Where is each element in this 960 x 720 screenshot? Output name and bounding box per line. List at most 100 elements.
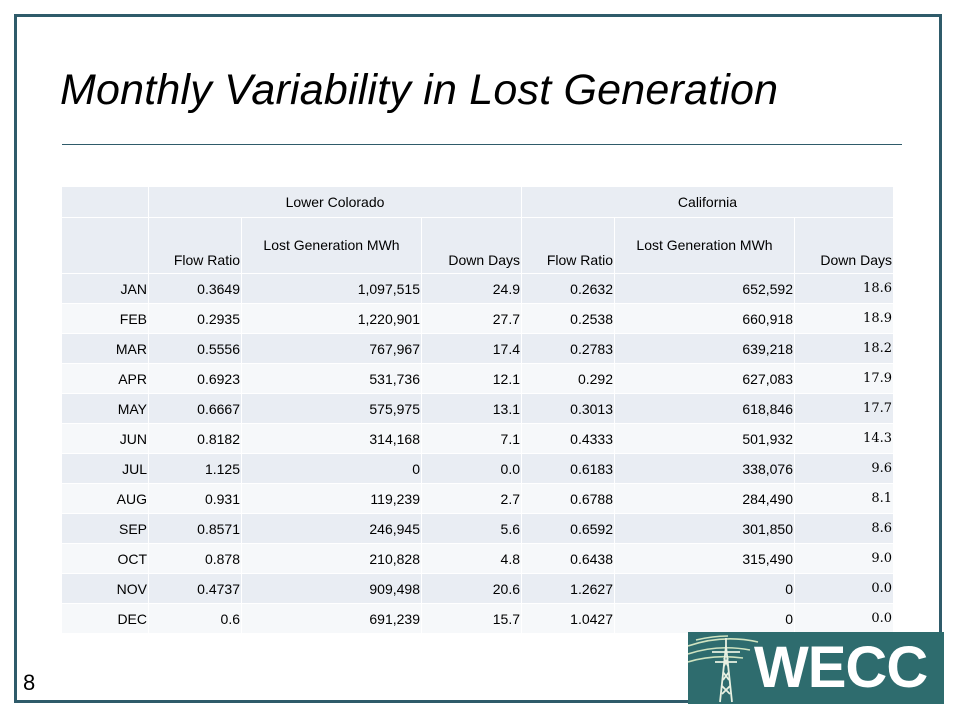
column-header-down-days: Down Days bbox=[794, 217, 894, 274]
cell-ca-lost-generation: 315,490 bbox=[614, 543, 795, 574]
corner-cell bbox=[61, 186, 149, 218]
column-header-down-days: Down Days bbox=[421, 217, 522, 274]
slide-title: Monthly Variability in Lost Generation bbox=[60, 66, 779, 114]
cell-ca-flow-ratio: 0.6788 bbox=[521, 483, 615, 514]
cell-lc-down-days: 4.8 bbox=[421, 543, 522, 574]
transmission-tower-icon bbox=[688, 635, 759, 703]
cell-lc-down-days: 24.9 bbox=[421, 273, 522, 304]
cell-ca-flow-ratio: 0.2632 bbox=[521, 273, 615, 304]
cell-lc-down-days: 2.7 bbox=[421, 483, 522, 514]
cell-lc-flow-ratio: 1.125 bbox=[148, 453, 242, 484]
cell-lc-lost-generation: 767,967 bbox=[241, 333, 422, 364]
cell-lc-down-days: 20.6 bbox=[421, 573, 522, 604]
cell-lc-lost-generation: 1,220,901 bbox=[241, 303, 422, 334]
cell-ca-lost-generation: 501,932 bbox=[614, 423, 795, 454]
cell-ca-lost-generation: 618,846 bbox=[614, 393, 795, 424]
table-body: JAN 0.3649 1,097,515 24.9 0.2632 652,592 18.6 F… bbox=[61, 273, 894, 634]
cell-ca-down-days: 0.0 bbox=[794, 573, 894, 604]
cell-lc-flow-ratio: 0.5556 bbox=[148, 333, 242, 364]
cell-month: NOV bbox=[61, 573, 149, 604]
cell-lc-down-days: 15.7 bbox=[421, 603, 522, 634]
cell-ca-down-days: 14.3 bbox=[794, 423, 894, 454]
cell-lc-lost-generation: 210,828 bbox=[241, 543, 422, 574]
cell-lc-down-days: 12.1 bbox=[421, 363, 522, 394]
cell-lc-lost-generation: 119,239 bbox=[241, 483, 422, 514]
cell-ca-down-days: 0.0 bbox=[794, 603, 894, 634]
cell-ca-down-days: 8.1 bbox=[794, 483, 894, 514]
cell-ca-lost-generation: 639,218 bbox=[614, 333, 795, 364]
cell-lc-lost-generation: 314,168 bbox=[241, 423, 422, 454]
column-header-lost-generation: Lost Generation MWh bbox=[241, 217, 422, 274]
cell-lc-flow-ratio: 0.878 bbox=[148, 543, 242, 574]
cell-month: OCT bbox=[61, 543, 149, 574]
cell-ca-lost-generation: 660,918 bbox=[614, 303, 795, 334]
cell-month: AUG bbox=[61, 483, 149, 514]
cell-month: JUL bbox=[61, 453, 149, 484]
table-row: OCT 0.878 210,828 4.8 0.6438 315,490 9.0 bbox=[61, 543, 894, 574]
lost-generation-table: Lower Colorado California Flow Ratio Los… bbox=[61, 186, 894, 634]
cell-ca-flow-ratio: 1.2627 bbox=[521, 573, 615, 604]
cell-month: MAY bbox=[61, 393, 149, 424]
cell-lc-down-days: 5.6 bbox=[421, 513, 522, 544]
page-number: 8 bbox=[23, 670, 36, 695]
cell-ca-down-days: 18.2 bbox=[794, 333, 894, 364]
cell-ca-flow-ratio: 0.3013 bbox=[521, 393, 615, 424]
cell-ca-flow-ratio: 0.6592 bbox=[521, 513, 615, 544]
cell-ca-flow-ratio: 0.6183 bbox=[521, 453, 615, 484]
cell-month: JUN bbox=[61, 423, 149, 454]
column-header-flow-ratio: Flow Ratio bbox=[148, 217, 242, 274]
cell-ca-lost-generation: 301,850 bbox=[614, 513, 795, 544]
cell-ca-lost-generation: 627,083 bbox=[614, 363, 795, 394]
logo-wordmark: WECC bbox=[754, 635, 928, 700]
cell-ca-flow-ratio: 0.6438 bbox=[521, 543, 615, 574]
table-row: JUN 0.8182 314,168 7.1 0.4333 501,932 14.3 bbox=[61, 423, 894, 454]
table-row: MAR 0.5556 767,967 17.4 0.2783 639,218 18.2 bbox=[61, 333, 894, 364]
cell-month: FEB bbox=[61, 303, 149, 334]
cell-lc-lost-generation: 909,498 bbox=[241, 573, 422, 604]
cell-ca-down-days: 9.0 bbox=[794, 543, 894, 574]
wecc-logo: WECC bbox=[688, 632, 944, 704]
cell-ca-down-days: 9.6 bbox=[794, 453, 894, 484]
cell-month: JAN bbox=[61, 273, 149, 304]
slide-frame bbox=[14, 14, 942, 703]
cell-lc-lost-generation: 246,945 bbox=[241, 513, 422, 544]
cell-lc-down-days: 0.0 bbox=[421, 453, 522, 484]
cell-month: MAR bbox=[61, 333, 149, 364]
cell-lc-lost-generation: 575,975 bbox=[241, 393, 422, 424]
table-row: MAY 0.6667 575,975 13.1 0.3013 618,846 17.7 bbox=[61, 393, 894, 424]
cell-lc-flow-ratio: 0.2935 bbox=[148, 303, 242, 334]
table-row: NOV 0.4737 909,498 20.6 1.2627 0 0.0 bbox=[61, 573, 894, 604]
corner-cell bbox=[61, 217, 149, 274]
cell-lc-lost-generation: 1,097,515 bbox=[241, 273, 422, 304]
cell-ca-lost-generation: 0 bbox=[614, 573, 795, 604]
cell-ca-lost-generation: 652,592 bbox=[614, 273, 795, 304]
table-row: SEP 0.8571 246,945 5.6 0.6592 301,850 8.6 bbox=[61, 513, 894, 544]
cell-lc-down-days: 27.7 bbox=[421, 303, 522, 334]
cell-ca-down-days: 17.9 bbox=[794, 363, 894, 394]
cell-ca-down-days: 18.6 bbox=[794, 273, 894, 304]
cell-lc-lost-generation: 691,239 bbox=[241, 603, 422, 634]
cell-ca-down-days: 18.9 bbox=[794, 303, 894, 334]
cell-lc-flow-ratio: 0.6 bbox=[148, 603, 242, 634]
title-divider bbox=[62, 144, 902, 145]
region-header-california: California bbox=[521, 186, 894, 218]
table-row: JAN 0.3649 1,097,515 24.9 0.2632 652,592 18.6 bbox=[61, 273, 894, 304]
cell-ca-flow-ratio: 0.2538 bbox=[521, 303, 615, 334]
cell-ca-flow-ratio: 1.0427 bbox=[521, 603, 615, 634]
table-row: AUG 0.931 119,239 2.7 0.6788 284,490 8.1 bbox=[61, 483, 894, 514]
table-row: APR 0.6923 531,736 12.1 0.292 627,083 17.9 bbox=[61, 363, 894, 394]
cell-lc-lost-generation: 531,736 bbox=[241, 363, 422, 394]
cell-ca-down-days: 8.6 bbox=[794, 513, 894, 544]
cell-ca-lost-generation: 338,076 bbox=[614, 453, 795, 484]
cell-lc-flow-ratio: 0.8571 bbox=[148, 513, 242, 544]
column-header-row: Flow Ratio Lost Generation MWh Down Days… bbox=[61, 217, 894, 274]
cell-lc-down-days: 17.4 bbox=[421, 333, 522, 364]
cell-month: DEC bbox=[61, 603, 149, 634]
cell-ca-flow-ratio: 0.2783 bbox=[521, 333, 615, 364]
cell-month: APR bbox=[61, 363, 149, 394]
column-header-flow-ratio: Flow Ratio bbox=[521, 217, 615, 274]
region-header-row: Lower Colorado California bbox=[61, 186, 894, 218]
column-header-lost-generation: Lost Generation MWh bbox=[614, 217, 795, 274]
cell-ca-lost-generation: 0 bbox=[614, 603, 795, 634]
cell-lc-down-days: 13.1 bbox=[421, 393, 522, 424]
